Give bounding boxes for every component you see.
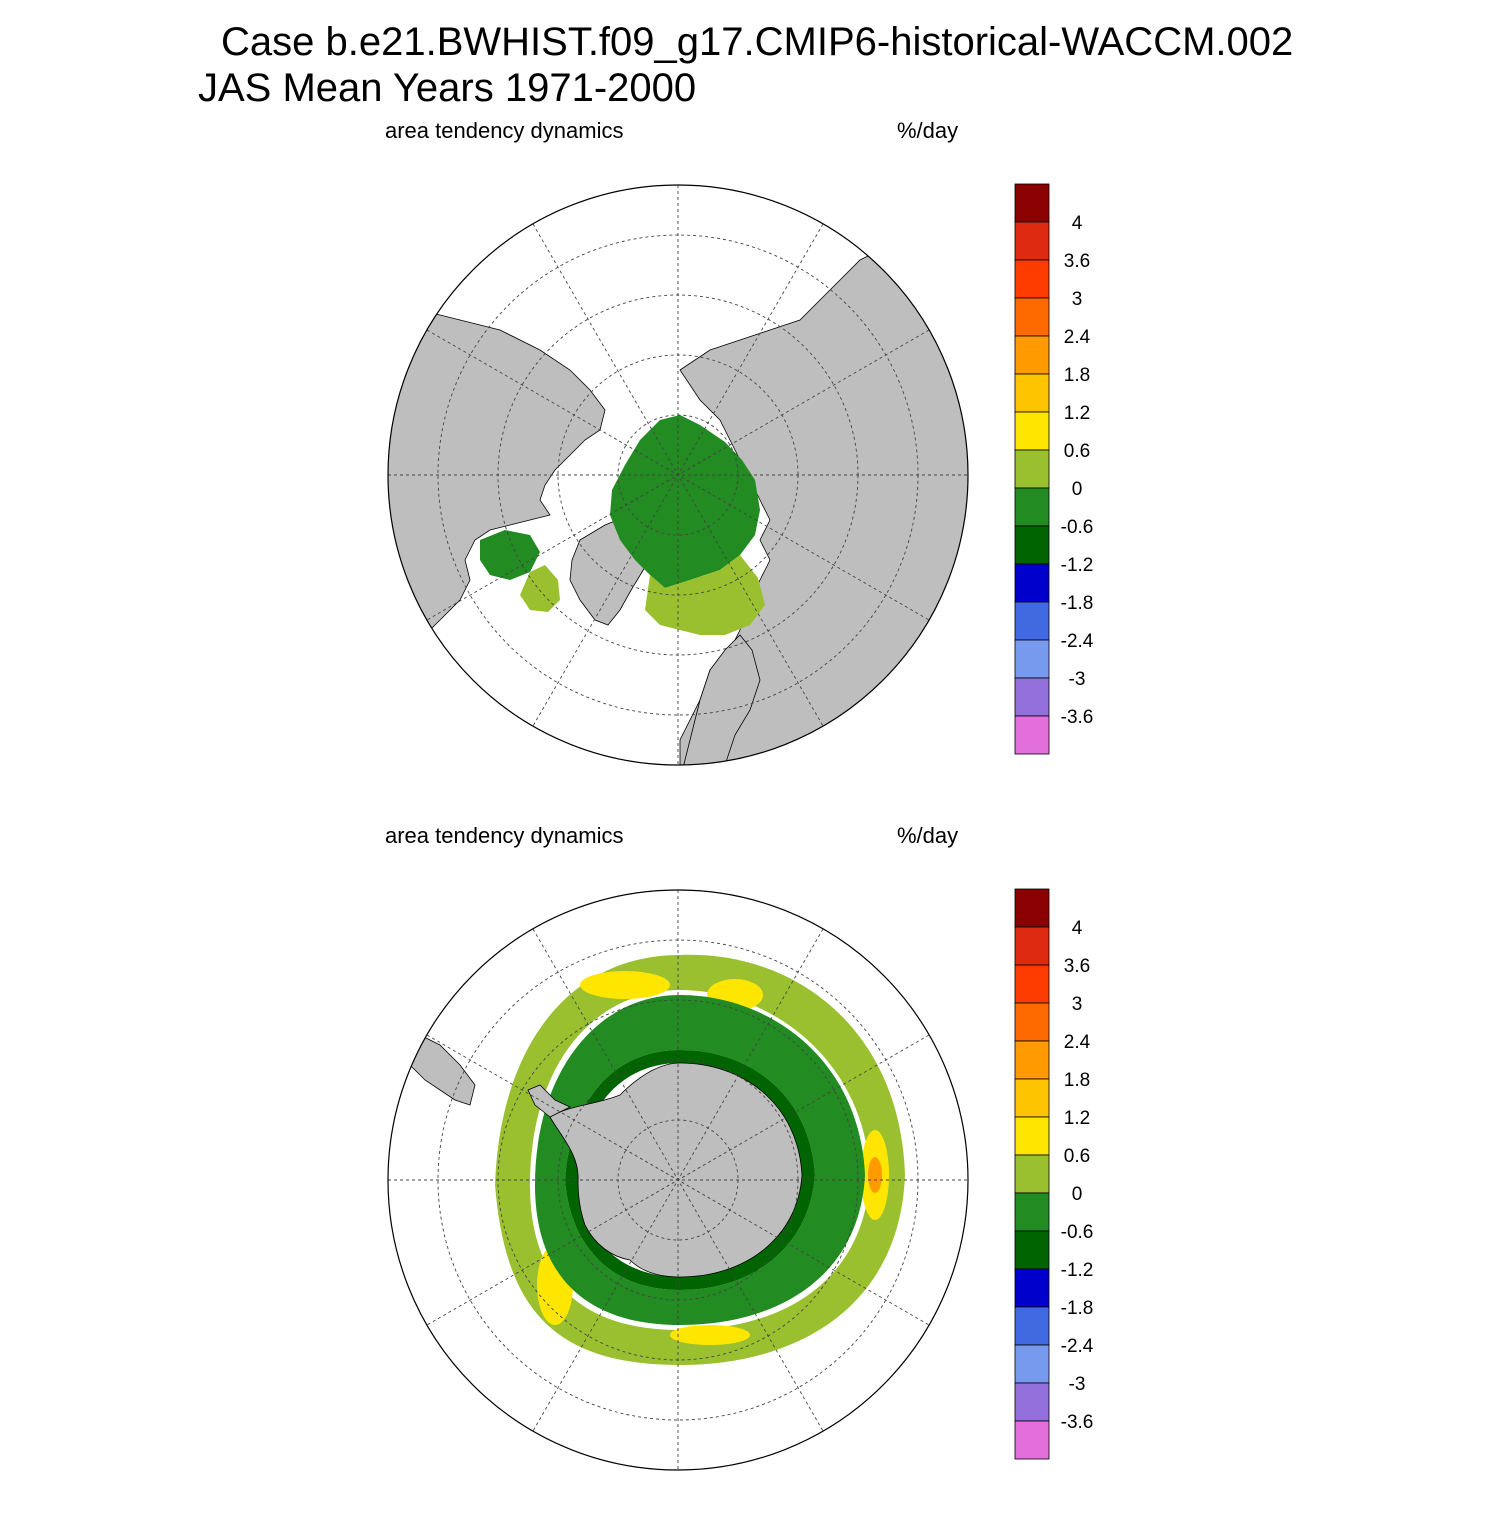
- north-colorbar-box: [1014, 297, 1050, 337]
- south-colorbar-box: [1014, 1040, 1050, 1080]
- south-colorbar-box: [1014, 1078, 1050, 1118]
- north-ice-olive-edge: [645, 555, 765, 635]
- figure-title-case: Case b.e21.BWHIST.f09_g17.CMIP6-historic…: [221, 20, 1294, 64]
- south-ice-yellow-south: [670, 1325, 750, 1345]
- south-colorbar-label: 1.8: [1064, 1070, 1090, 1091]
- north-ice-green-canadian: [480, 530, 540, 580]
- south-colorbar-label: -2.4: [1061, 1336, 1094, 1357]
- south-colorbar-box: [1014, 1344, 1050, 1384]
- north-colorbar-box: [1014, 373, 1050, 413]
- panel-south: area tendency dynamics %/day: [0, 815, 1500, 1515]
- south-colorbar-box: [1014, 1192, 1050, 1232]
- figure-title-period: JAS Mean Years 1971-2000: [198, 66, 697, 110]
- north-colorbar-label: 0.6: [1064, 441, 1090, 462]
- south-colorbar-box: [1014, 1154, 1050, 1194]
- south-colorbar-box: [1014, 964, 1050, 1004]
- south-colorbar-label: 1.2: [1064, 1108, 1090, 1129]
- south-colorbar-label: 3: [1072, 994, 1083, 1015]
- south-colorbar-label: 4: [1072, 918, 1083, 939]
- north-colorbar-label: -1.2: [1061, 555, 1094, 576]
- north-polar-map: [387, 184, 969, 766]
- south-colorbar-box: [1014, 1306, 1050, 1346]
- south-colorbar-box: [1014, 1230, 1050, 1270]
- north-land-scandinavia: [679, 634, 761, 765]
- north-colorbar-box: [1014, 259, 1050, 299]
- north-colorbar-label: 4: [1072, 213, 1083, 234]
- north-colorbar-label: -1.8: [1061, 593, 1094, 614]
- south-polar-map: [387, 889, 969, 1471]
- panel-north: area tendency dynamics %/day: [0, 110, 1500, 810]
- south-colorbar-box: [1014, 926, 1050, 966]
- north-map-border: [387, 184, 969, 766]
- north-colorbar-box: [1014, 449, 1050, 489]
- south-colorbar-box: [1014, 1420, 1050, 1460]
- south-ice-yellow-northwest: [580, 971, 670, 999]
- north-colorbar-box: [1014, 639, 1050, 679]
- south-colorbar-label: -0.6: [1061, 1222, 1094, 1243]
- north-colorbar-label: -0.6: [1061, 517, 1094, 538]
- panel-north-variable-label: area tendency dynamics: [385, 118, 624, 143]
- north-colorbar-box: [1014, 677, 1050, 717]
- south-colorbar-box: [1014, 1116, 1050, 1156]
- north-colorbar-label: 0: [1072, 479, 1083, 500]
- north-colorbar-label: 1.8: [1064, 365, 1090, 386]
- south-colorbar-label: 0.6: [1064, 1146, 1090, 1167]
- north-colorbar-label: -3: [1069, 669, 1086, 690]
- north-colorbar: 4 3.6 3 2.4 1.8 1.2 0.6 0 -0.6 -1.2 -1.8 -2.4 -3 -3.6: [1014, 183, 1094, 755]
- south-ice-orange-east: [868, 1157, 882, 1193]
- north-colorbar-box: [1014, 563, 1050, 603]
- north-colorbar-box: [1014, 601, 1050, 641]
- south-colorbar-label: -1.2: [1061, 1260, 1094, 1281]
- south-colorbar-label: 3.6: [1064, 956, 1090, 977]
- panel-south-units-label: %/day: [897, 823, 959, 848]
- north-land-north-america: [388, 299, 606, 681]
- south-colorbar-box: [1014, 1002, 1050, 1042]
- north-colorbar-label: -3.6: [1061, 707, 1094, 728]
- south-colorbar: 4 3.6 3 2.4 1.8 1.2 0.6 0 -0.6 -1.2 -1.8 -2.4 -3 -3.6: [1014, 888, 1094, 1460]
- north-colorbar-box: [1014, 715, 1050, 755]
- north-colorbar-box: [1014, 525, 1050, 565]
- north-colorbar-box: [1014, 487, 1050, 527]
- south-colorbar-box: [1014, 1382, 1050, 1422]
- north-ice-green-core: [610, 415, 760, 588]
- north-colorbar-label: 2.4: [1064, 327, 1091, 348]
- north-colorbar-label: 3: [1072, 289, 1083, 310]
- south-land-antarctica: [549, 1062, 803, 1278]
- north-colorbar-box: [1014, 183, 1050, 223]
- south-colorbar-label: -3.6: [1061, 1412, 1094, 1433]
- south-colorbar-box: [1014, 888, 1050, 928]
- south-colorbar-label: -3: [1069, 1374, 1086, 1395]
- north-colorbar-label: 1.2: [1064, 403, 1090, 424]
- north-colorbar-box: [1014, 221, 1050, 261]
- south-colorbar-box: [1014, 1268, 1050, 1308]
- south-colorbar-label: 2.4: [1064, 1032, 1091, 1053]
- south-map-border: [387, 889, 969, 1471]
- panel-north-units-label: %/day: [897, 118, 959, 143]
- north-colorbar-label: -2.4: [1061, 631, 1094, 652]
- north-colorbar-box: [1014, 411, 1050, 451]
- south-ice-green-band: [535, 995, 865, 1325]
- south-land-south-america: [409, 1034, 476, 1106]
- panel-south-variable-label: area tendency dynamics: [385, 823, 624, 848]
- south-colorbar-label: -1.8: [1061, 1298, 1094, 1319]
- south-land-antarctic-peninsula: [527, 1084, 571, 1118]
- north-colorbar-box: [1014, 335, 1050, 375]
- north-colorbar-label: 3.6: [1064, 251, 1090, 272]
- south-colorbar-label: 0: [1072, 1184, 1083, 1205]
